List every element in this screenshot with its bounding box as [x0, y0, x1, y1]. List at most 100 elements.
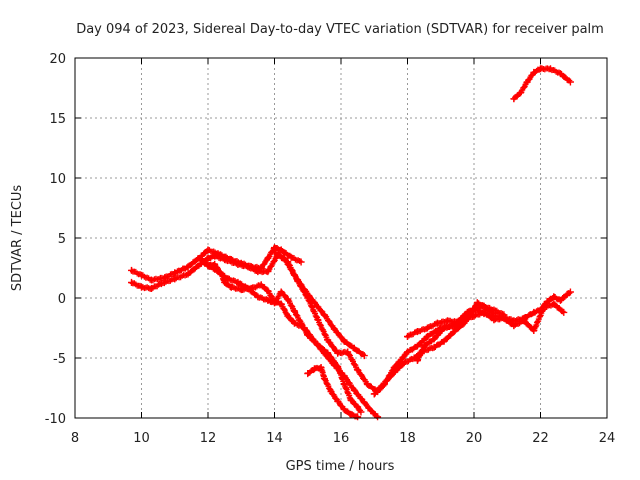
data-point: [128, 278, 136, 286]
data-point: [287, 253, 295, 261]
data-point: [550, 300, 558, 308]
data-point: [271, 299, 278, 307]
y-tick-label: 10: [49, 172, 66, 187]
data-point: [138, 271, 145, 279]
data-point: [290, 307, 298, 315]
data-point: [204, 262, 212, 270]
data-point: [430, 335, 438, 343]
data-point: [234, 260, 242, 268]
x-tick-label: 12: [200, 431, 217, 446]
data-point: [334, 397, 342, 405]
data-point: [450, 328, 458, 336]
data-point: [347, 410, 355, 418]
data-point: [413, 328, 421, 336]
data-point: [221, 278, 229, 286]
data-point: [320, 311, 328, 319]
data-point: [204, 254, 212, 262]
data-point: [184, 270, 192, 278]
data-point: [300, 286, 308, 294]
data-point: [566, 78, 574, 86]
data-point: [254, 293, 262, 301]
grid: [75, 58, 607, 418]
data-point: [470, 312, 478, 320]
data-point: [297, 319, 305, 327]
data-point: [317, 364, 325, 372]
data-point: [161, 274, 169, 282]
data-point: [257, 281, 265, 289]
data-point: [290, 271, 298, 279]
data-point: [211, 252, 219, 260]
data-point: [184, 263, 192, 271]
y-tick-label: -10: [45, 412, 66, 427]
data-point: [171, 269, 179, 277]
ticks: 8 10 12 14 16 18 20 22 24 -10 -5 0 5 10 15 20: [45, 52, 616, 446]
data-point: [340, 406, 348, 414]
y-tick-label: 15: [49, 112, 66, 127]
data-point: [453, 318, 461, 326]
data-point: [473, 299, 481, 307]
data-point: [277, 246, 285, 254]
data-point: [374, 413, 382, 421]
data-point: [560, 308, 568, 316]
data-point: [277, 288, 285, 296]
data-point: [520, 314, 528, 322]
data-point: [413, 342, 421, 350]
data-point: [517, 89, 525, 97]
data-point: [530, 68, 538, 76]
x-tick-label: 8: [71, 431, 79, 446]
series-arc-3: [204, 260, 382, 421]
data-point: [546, 65, 554, 73]
data-point: [304, 331, 312, 339]
x-tick-label: 22: [532, 431, 549, 446]
data-point: [197, 257, 205, 265]
data-point: [304, 370, 312, 378]
data-point: [277, 300, 285, 308]
data-point: [380, 379, 388, 387]
data-point: [171, 275, 179, 283]
data-point: [430, 343, 438, 351]
series-arc-6: [304, 364, 362, 421]
data-point: [510, 95, 518, 103]
data-point: [354, 413, 362, 421]
data-point: [537, 65, 544, 73]
data-point: [264, 296, 272, 304]
data-point: [290, 319, 298, 327]
data-point: [530, 308, 538, 316]
data-point: [244, 263, 252, 271]
data-point: [344, 348, 352, 356]
data-point: [470, 305, 478, 313]
series-layer: [128, 65, 574, 421]
series-arc-10: [510, 65, 574, 103]
x-tick-label: 10: [133, 431, 150, 446]
data-point: [480, 310, 488, 318]
data-point: [357, 408, 365, 416]
x-tick-label: 16: [333, 431, 350, 446]
data-point: [157, 280, 165, 288]
data-point: [490, 312, 498, 320]
data-point: [350, 344, 358, 352]
y-tick-label: 20: [49, 52, 66, 67]
data-point: [324, 349, 332, 357]
data-point: [297, 258, 305, 266]
data-point: [370, 390, 378, 398]
data-point: [264, 287, 272, 295]
data-point: [334, 349, 342, 357]
data-point: [404, 348, 411, 356]
data-point: [347, 396, 355, 404]
x-tick-label: 14: [266, 431, 283, 446]
data-point: [138, 283, 145, 291]
data-point: [314, 341, 322, 349]
series-trace: [271, 248, 367, 358]
data-point: [284, 295, 292, 303]
data-point: [227, 283, 235, 291]
data-point: [423, 324, 431, 332]
data-point: [480, 302, 488, 310]
data-point: [354, 403, 362, 411]
x-axis-label: GPS time / hours: [286, 459, 395, 474]
data-point: [334, 362, 342, 370]
data-point: [360, 352, 368, 360]
data-point: [500, 313, 508, 321]
series-arc-9: [404, 288, 574, 340]
data-point: [350, 386, 358, 394]
